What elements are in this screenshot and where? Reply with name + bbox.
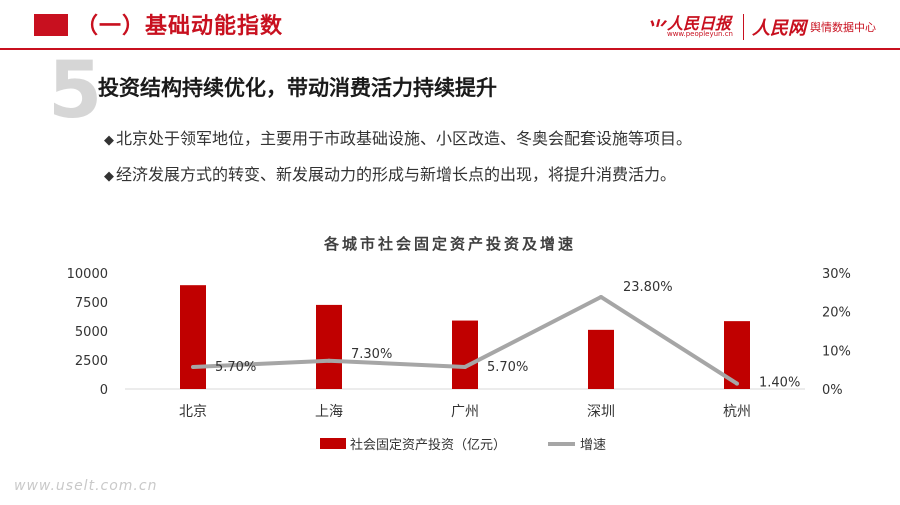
y-left-tick-label: 0 [100, 383, 108, 398]
growth-point [599, 294, 603, 299]
y-right-tick-label: 30% [822, 267, 851, 282]
data-label: 1.40% [759, 376, 800, 391]
y-right-tick-label: 10% [822, 344, 851, 359]
logo-primary: 人民日报 [666, 14, 731, 34]
header-bar: （一）基础动能指数 ⺌ 人民日报 www.peopleyun.cn 人民网 舆情… [0, 0, 900, 50]
data-label: 5.70% [215, 360, 256, 375]
investment-chart: 各城市社会固定资产投资及增速 0 2500 5000 7500 10000 0% 10% 20%… [67, 235, 851, 453]
growth-point [463, 364, 467, 369]
watermark: www.uselt.com.cn [14, 478, 158, 494]
people-daily-logo-icon: ⺌ [644, 16, 665, 41]
bullet-text: 北京处于领军地位，主要用于市政基础设施、小区改造、冬奥会配套设施等项目。 [116, 129, 693, 148]
people-net-logo: 人民网 [752, 18, 806, 39]
y-left-tick-label: 10000 [67, 267, 108, 282]
logo-area: ⺌ 人民日报 www.peopleyun.cn 人民网 舆情数据中心 [645, 10, 876, 44]
x-tick-label: 深圳 [587, 404, 615, 420]
logo-url: www.peopleyun.cn [666, 29, 733, 38]
bullet-item: ◆ 北京处于领军地位，主要用于市政基础设施、小区改造、冬奥会配套设施等项目。 [104, 125, 692, 149]
diamond-icon: ◆ [104, 133, 114, 148]
bar-深圳 [588, 329, 614, 389]
chart-title: 各城市社会固定资产投资及增速 [323, 235, 576, 253]
data-label: 23.80% [623, 280, 673, 295]
bar-北京 [180, 285, 206, 389]
growth-point [735, 381, 739, 386]
y-left-tick-label: 2500 [75, 354, 108, 369]
diamond-icon: ◆ [104, 169, 114, 184]
data-label: 7.30% [351, 347, 392, 362]
x-tick-label: 上海 [315, 404, 343, 420]
bar-广州 [452, 320, 478, 389]
logo-center-text: 舆情数据中心 [810, 21, 876, 34]
header-divider [0, 48, 900, 50]
x-tick-label: 杭州 [723, 404, 751, 420]
bar-上海 [316, 304, 342, 389]
x-tick-label: 广州 [451, 404, 479, 420]
legend-line-label: 增速 [580, 438, 606, 453]
slide-subtitle: 投资结构持续优化，带动消费活力持续提升 [98, 76, 497, 100]
section-title: （一）基础动能指数 [76, 14, 284, 39]
legend-bar-swatch [320, 438, 346, 449]
y-left-tick-label: 7500 [75, 296, 108, 311]
bullet-item: ◆ 经济发展方式的转变、新发展动力的形成与新增长点的出现，将提升消费活力。 [104, 161, 676, 185]
people-daily-logo: 人民日报 www.peopleyun.cn [667, 15, 733, 38]
y-left-tick-label: 5000 [75, 325, 108, 340]
growth-point [191, 364, 195, 369]
x-tick-label: 北京 [179, 404, 207, 420]
y-right-tick-label: 0% [822, 383, 843, 398]
section-marker [34, 14, 68, 36]
logo-divider [743, 14, 744, 40]
y-right-tick-label: 20% [822, 306, 851, 321]
bullet-text: 经济发展方式的转变、新发展动力的形成与新增长点的出现，将提升消费活力。 [116, 165, 677, 184]
legend-bar-label: 社会固定资产投资（亿元） [350, 437, 506, 453]
slide-number: 5 [48, 46, 103, 136]
growth-point [327, 358, 331, 363]
data-label: 5.70% [487, 360, 528, 375]
